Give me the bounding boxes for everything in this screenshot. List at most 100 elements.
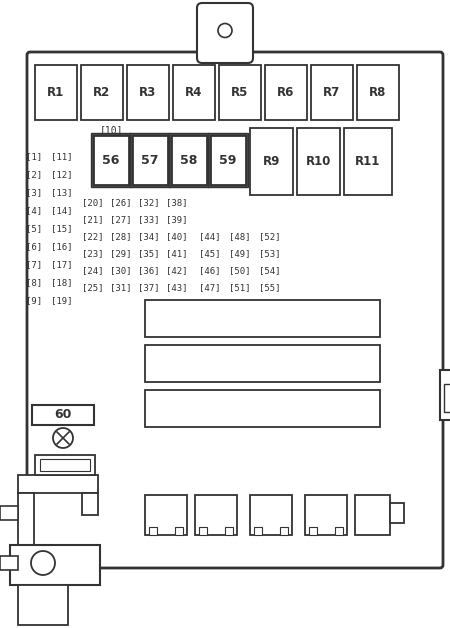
Text: [41]: [41] <box>166 249 188 259</box>
Bar <box>132 135 168 185</box>
Text: R9: R9 <box>263 155 280 168</box>
Text: [51]: [51] <box>229 283 251 293</box>
Text: [49]: [49] <box>229 249 251 259</box>
Text: R3: R3 <box>140 86 157 99</box>
Text: [21]: [21] <box>82 215 104 224</box>
FancyBboxPatch shape <box>27 52 443 568</box>
Bar <box>35 65 77 120</box>
Bar <box>93 135 129 185</box>
Bar <box>254 527 262 535</box>
Text: R1: R1 <box>47 86 65 99</box>
Bar <box>265 65 307 120</box>
Bar <box>0 556 18 570</box>
Bar <box>305 495 347 535</box>
Text: [38]: [38] <box>166 198 188 207</box>
Bar <box>145 495 187 535</box>
Bar <box>250 128 293 195</box>
Text: 57: 57 <box>141 153 159 166</box>
Text: R5: R5 <box>231 86 249 99</box>
Text: [33]: [33] <box>138 215 160 224</box>
Bar <box>82 493 98 515</box>
Text: [55]: [55] <box>259 283 281 293</box>
Text: R6: R6 <box>277 86 295 99</box>
Bar <box>280 527 288 535</box>
Bar <box>208 133 248 187</box>
Bar <box>297 128 340 195</box>
Text: [45]: [45] <box>199 249 221 259</box>
Bar <box>81 65 123 120</box>
Text: [29]: [29] <box>110 249 132 259</box>
Text: [44]: [44] <box>199 232 221 242</box>
Bar <box>127 65 169 120</box>
Text: [20]: [20] <box>82 198 104 207</box>
Bar <box>444 384 450 412</box>
Bar <box>145 345 380 382</box>
Text: 56: 56 <box>102 153 120 166</box>
Text: [53]: [53] <box>259 249 281 259</box>
Text: [10]: [10] <box>99 125 123 135</box>
Text: [36]: [36] <box>138 266 160 276</box>
Bar <box>149 527 157 535</box>
Text: [40]: [40] <box>166 232 188 242</box>
Text: [31]: [31] <box>110 283 132 293</box>
Text: [1]: [1] <box>26 153 42 161</box>
Text: [54]: [54] <box>259 266 281 276</box>
Text: R8: R8 <box>369 86 387 99</box>
Text: [39]: [39] <box>166 215 188 224</box>
Text: 59: 59 <box>219 153 237 166</box>
Text: [48]: [48] <box>229 232 251 242</box>
Text: [14]: [14] <box>51 207 73 215</box>
Text: [22]: [22] <box>82 232 104 242</box>
Bar <box>199 527 207 535</box>
Text: [46]: [46] <box>199 266 221 276</box>
Text: [35]: [35] <box>138 249 160 259</box>
Text: [26]: [26] <box>110 198 132 207</box>
Bar <box>35 455 95 475</box>
Bar <box>91 133 131 187</box>
Text: [5]: [5] <box>26 224 42 234</box>
Circle shape <box>218 23 232 38</box>
Text: [32]: [32] <box>138 198 160 207</box>
Text: [4]: [4] <box>26 207 42 215</box>
Text: [24]: [24] <box>82 266 104 276</box>
Text: [30]: [30] <box>110 266 132 276</box>
Bar <box>195 495 237 535</box>
Text: [9]: [9] <box>26 296 42 305</box>
Bar <box>171 135 207 185</box>
Text: [7]: [7] <box>26 261 42 269</box>
Bar <box>145 300 380 337</box>
Text: [42]: [42] <box>166 266 188 276</box>
Text: [25]: [25] <box>82 283 104 293</box>
Text: [50]: [50] <box>229 266 251 276</box>
Text: [23]: [23] <box>82 249 104 259</box>
Text: [52]: [52] <box>259 232 281 242</box>
Bar <box>440 370 450 420</box>
Text: [27]: [27] <box>110 215 132 224</box>
Bar <box>390 503 404 523</box>
Text: [8]: [8] <box>26 278 42 288</box>
Text: [2]: [2] <box>26 170 42 180</box>
Bar <box>225 527 233 535</box>
Bar <box>309 527 317 535</box>
Bar <box>0 506 18 520</box>
Bar <box>10 545 100 585</box>
Bar <box>18 585 68 625</box>
Bar <box>357 65 399 120</box>
Bar <box>335 527 343 535</box>
Circle shape <box>53 428 73 448</box>
Bar <box>40 459 90 471</box>
Bar <box>32 405 94 425</box>
Bar <box>145 390 380 427</box>
Text: R2: R2 <box>94 86 111 99</box>
Text: [16]: [16] <box>51 242 73 251</box>
Text: [15]: [15] <box>51 224 73 234</box>
Bar <box>173 65 215 120</box>
Text: [3]: [3] <box>26 188 42 197</box>
Text: R11: R11 <box>356 155 381 168</box>
Text: [12]: [12] <box>51 170 73 180</box>
Text: [37]: [37] <box>138 283 160 293</box>
Bar <box>175 527 183 535</box>
Text: [19]: [19] <box>51 296 73 305</box>
Bar <box>169 133 209 187</box>
FancyBboxPatch shape <box>197 3 253 63</box>
